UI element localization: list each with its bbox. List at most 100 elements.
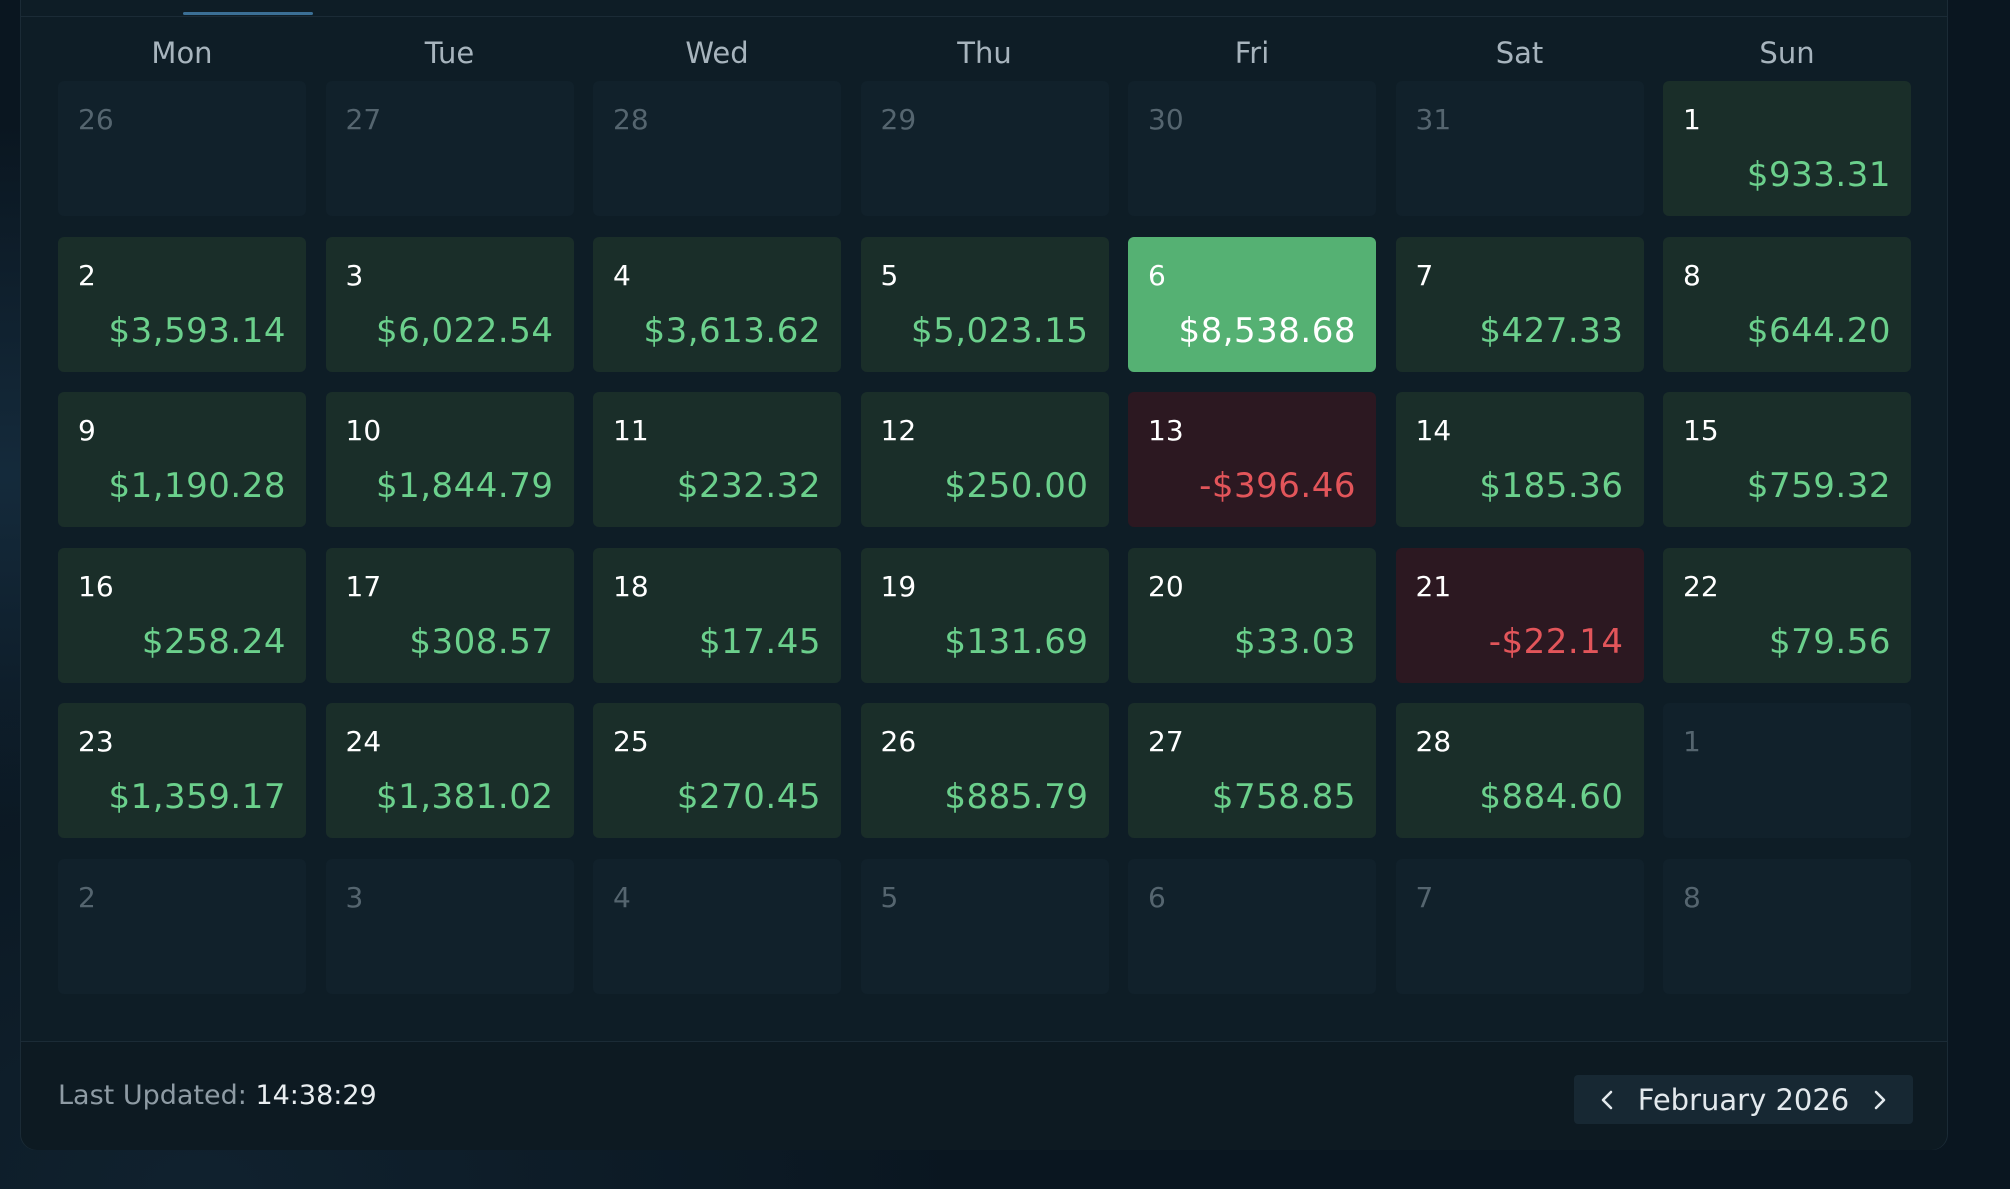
last-updated: Last Updated: 14:38:29 — [58, 1080, 377, 1111]
calendar-day-cell[interactable]: 9 $1,190.28 — [58, 392, 306, 527]
day-number: 13 — [1148, 414, 1184, 447]
day-number: 26 — [78, 103, 114, 136]
day-pnl-amount: -$22.14 — [1488, 621, 1624, 662]
calendar-day-cell[interactable]: 31 — [1395, 81, 1644, 216]
day-pnl-amount: $6,022.54 — [375, 310, 554, 351]
calendar-day-cell[interactable]: 24 $1,381.02 — [325, 703, 574, 838]
calendar-day-cell[interactable]: 22 $79.56 — [1663, 547, 1911, 683]
day-pnl-amount: $250.00 — [944, 466, 1089, 506]
calendar-day-cell[interactable]: 26 $885.79 — [860, 703, 1109, 838]
next-month-button[interactable] — [1865, 1085, 1895, 1115]
calendar-day-cell[interactable]: 6 $8,538.68 — [1128, 236, 1376, 372]
day-pnl-amount: $5,023.15 — [910, 310, 1089, 351]
day-number: 25 — [613, 725, 649, 758]
calendar-day-cell[interactable]: 1 — [1663, 703, 1911, 838]
day-pnl-amount: $232.32 — [676, 466, 821, 506]
day-pnl-amount: $33.03 — [1234, 621, 1356, 662]
day-pnl-amount: $933.31 — [1746, 155, 1891, 195]
last-updated-label: Last Updated: — [58, 1080, 247, 1111]
calendar-day-cell[interactable]: 3 — [325, 858, 574, 994]
weekday-label: Thu — [957, 36, 1012, 70]
calendar-day-cell[interactable]: 5 — [860, 858, 1109, 994]
calendar-day-cell[interactable]: 27 $758.85 — [1128, 703, 1376, 838]
calendar-day-cell[interactable]: 3 $6,022.54 — [325, 236, 574, 372]
calendar-day-cell[interactable]: 30 — [1128, 81, 1376, 216]
calendar-day-cell[interactable]: 8 $644.20 — [1663, 236, 1911, 372]
calendar-day-cell[interactable]: 1 $933.31 — [1663, 81, 1911, 216]
day-pnl-amount: $884.60 — [1479, 777, 1624, 817]
day-number: 5 — [880, 880, 899, 914]
day-pnl-amount: $885.79 — [944, 777, 1089, 817]
month-navigator: February 2026 — [1574, 1075, 1913, 1124]
day-pnl-amount: $131.69 — [944, 621, 1089, 662]
calendar-day-cell[interactable]: 23 $1,359.17 — [58, 703, 306, 838]
day-pnl-amount: $644.20 — [1746, 310, 1891, 351]
day-number: 2 — [78, 258, 96, 292]
day-pnl-amount: $427.33 — [1479, 310, 1624, 351]
calendar-day-cell[interactable]: 28 $884.60 — [1395, 703, 1644, 838]
calendar-day-cell[interactable]: 12 $250.00 — [860, 392, 1109, 527]
calendar-day-cell[interactable]: 14 $185.36 — [1395, 392, 1644, 527]
day-number: 31 — [1415, 103, 1452, 136]
calendar-day-cell[interactable]: 17 $308.57 — [325, 547, 574, 683]
weekday-label: Tue — [424, 36, 475, 70]
calendar-day-cell[interactable]: 2 — [58, 858, 306, 994]
day-number: 6 — [1148, 880, 1166, 914]
calendar-day-cell[interactable]: 8 — [1663, 858, 1911, 994]
day-number: 6 — [1148, 258, 1166, 292]
calendar-day-cell[interactable]: 20 $33.03 — [1128, 547, 1376, 683]
weekday-label: Sun — [1759, 36, 1815, 70]
day-pnl-amount: $3,593.14 — [108, 310, 286, 351]
day-pnl-amount: $1,359.17 — [108, 777, 286, 817]
day-pnl-amount: $79.56 — [1769, 621, 1891, 662]
calendar-day-cell[interactable]: 13 -$396.46 — [1128, 392, 1376, 527]
day-pnl-amount: $270.45 — [676, 777, 821, 817]
calendar-day-cell[interactable]: 7 $427.33 — [1395, 236, 1644, 372]
day-number: 7 — [1415, 880, 1434, 914]
day-number: 28 — [1415, 725, 1452, 758]
chevron-left-icon — [1601, 1090, 1613, 1109]
day-number: 4 — [613, 880, 631, 914]
day-pnl-amount: $1,190.28 — [108, 466, 286, 506]
day-number: 11 — [613, 414, 649, 447]
footer-divider — [21, 1041, 1947, 1042]
day-number: 3 — [345, 258, 364, 292]
calendar-day-cell[interactable]: 27 — [325, 81, 574, 216]
calendar-day-cell[interactable]: 25 $270.45 — [593, 703, 841, 838]
calendar-day-cell[interactable]: 16 $258.24 — [58, 547, 306, 683]
month-label: February 2026 — [1637, 1082, 1850, 1117]
day-pnl-amount: $758.85 — [1211, 777, 1356, 817]
prev-month-button[interactable] — [1592, 1085, 1622, 1115]
chevron-right-icon — [1874, 1090, 1886, 1109]
day-number: 29 — [880, 103, 917, 136]
day-pnl-amount: $308.57 — [409, 621, 554, 662]
calendar-day-cell[interactable]: 4 — [593, 858, 841, 994]
calendar-day-cell[interactable]: 2 $3,593.14 — [58, 236, 306, 372]
calendar-day-cell[interactable]: 18 $17.45 — [593, 547, 841, 683]
calendar-day-cell[interactable]: 29 — [860, 81, 1109, 216]
calendar-day-cell[interactable]: 11 $232.32 — [593, 392, 841, 527]
day-pnl-amount: $1,381.02 — [375, 777, 554, 817]
day-pnl-amount: $17.45 — [699, 621, 821, 662]
pnl-calendar-panel: Mon Tue Wed Thu Fri Sat Sun 26 27 28 29 … — [20, 0, 1948, 1150]
day-number: 14 — [1415, 414, 1452, 447]
calendar-day-cell[interactable]: 26 — [58, 81, 306, 216]
calendar-day-cell[interactable]: 28 — [593, 81, 841, 216]
calendar-day-cell[interactable]: 10 $1,844.79 — [325, 392, 574, 527]
calendar-day-cell[interactable]: 21 -$22.14 — [1395, 547, 1644, 683]
calendar-day-cell[interactable]: 5 $5,023.15 — [860, 236, 1109, 372]
day-number: 16 — [78, 569, 114, 603]
day-number: 22 — [1683, 569, 1719, 603]
day-number: 4 — [613, 258, 631, 292]
calendar-day-cell[interactable]: 6 — [1128, 858, 1376, 994]
day-number: 23 — [78, 725, 114, 758]
day-number: 27 — [1148, 725, 1184, 758]
day-number: 19 — [880, 569, 917, 603]
calendar-day-cell[interactable]: 19 $131.69 — [860, 547, 1109, 683]
calendar-day-cell[interactable]: 7 — [1395, 858, 1644, 994]
day-number: 8 — [1683, 880, 1701, 914]
calendar-day-cell[interactable]: 4 $3,613.62 — [593, 236, 841, 372]
calendar-day-cell[interactable]: 15 $759.32 — [1663, 392, 1911, 527]
weekday-header-row: Mon Tue Wed Thu Fri Sat Sun — [58, 25, 1913, 81]
weekday-label: Sat — [1495, 36, 1544, 70]
